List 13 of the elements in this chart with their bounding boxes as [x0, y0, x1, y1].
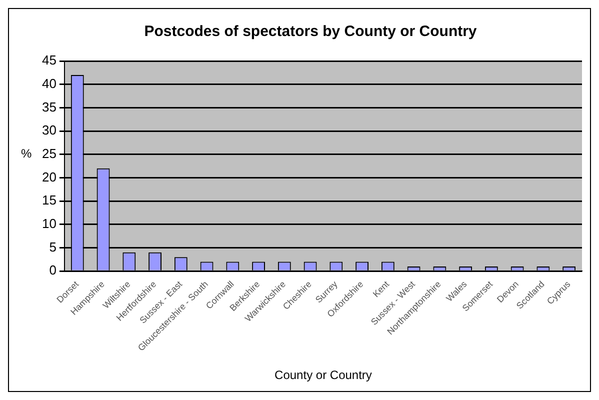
- x-axis-title: County or Country: [274, 368, 372, 382]
- y-tick-label: 35: [42, 99, 56, 114]
- y-tick-label: 15: [42, 192, 56, 208]
- chart-title: Postcodes of spectators by County or Country: [144, 23, 478, 40]
- y-tick-label: 0: [49, 262, 56, 278]
- y-axis-title: %: [21, 146, 32, 160]
- y-tick-label: 5: [49, 239, 56, 254]
- y-tick-label: 25: [42, 146, 56, 161]
- y-tick-label: 30: [42, 122, 56, 138]
- y-tick-label: 10: [42, 216, 56, 231]
- y-tick-label: 40: [42, 76, 56, 91]
- y-tick-label: 45: [42, 52, 56, 68]
- y-tick-label: 20: [42, 169, 56, 184]
